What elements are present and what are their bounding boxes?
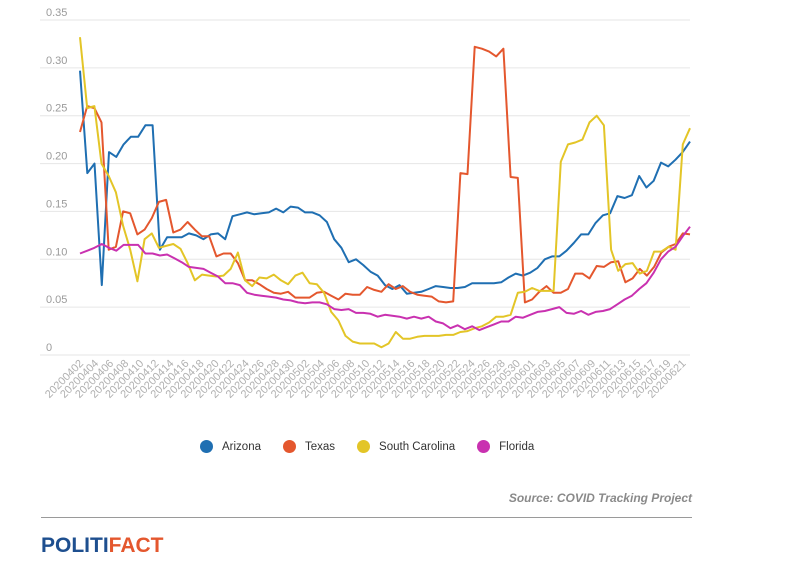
legend-label-south-carolina: South Carolina <box>379 440 456 453</box>
logo-part-fact: FACT <box>108 534 164 557</box>
series-lines <box>79 37 691 349</box>
legend-marker-south-carolina <box>357 440 371 453</box>
series-line-texas[interactable] <box>79 45 691 304</box>
x-axis-ticks: 2020040220200404202004062020040820200410… <box>43 358 689 401</box>
series-line-south-carolina[interactable] <box>79 37 691 349</box>
logo-part-politi: POLITI <box>41 534 109 557</box>
legend: Arizona Texas South Carolina Florida <box>200 440 556 453</box>
series-line-florida[interactable] <box>79 226 691 332</box>
y-tick-label: 0.05 <box>46 294 67 306</box>
legend-marker-texas <box>283 440 296 453</box>
legend-label-texas: Texas <box>305 440 336 453</box>
y-tick-label: 0 <box>46 342 52 354</box>
legend-marker-florida <box>477 440 491 453</box>
legend-item-florida[interactable]: Florida <box>477 440 534 453</box>
legend-item-south-carolina[interactable]: South Carolina <box>357 440 455 453</box>
y-tick-label: 0.20 <box>46 151 67 163</box>
y-tick-label: 0.10 <box>46 246 67 258</box>
y-tick-label: 0.35 <box>46 7 67 19</box>
legend-item-texas[interactable]: Texas <box>283 440 335 453</box>
legend-marker-arizona <box>200 440 213 453</box>
y-tick-label: 0.15 <box>46 198 67 210</box>
line-chart: 0 0.05 0.10 0.15 0.20 0.25 0.30 0.35 2020040220… <box>40 7 691 401</box>
gridlines <box>40 19 690 356</box>
legend-label-arizona: Arizona <box>222 440 261 453</box>
y-tick-label: 0.30 <box>46 55 67 67</box>
politifact-logo[interactable]: POLITI FACT <box>41 534 164 558</box>
source-note: Source: COVID Tracking Project <box>508 491 692 505</box>
legend-item-arizona[interactable]: Arizona <box>200 440 261 453</box>
divider <box>41 517 692 518</box>
legend-label-florida: Florida <box>499 440 535 453</box>
y-tick-label: 0.25 <box>46 103 67 115</box>
y-axis-ticks: 0 0.05 0.10 0.15 0.20 0.25 0.30 0.35 <box>46 7 67 354</box>
series-line-arizona[interactable] <box>79 70 691 295</box>
